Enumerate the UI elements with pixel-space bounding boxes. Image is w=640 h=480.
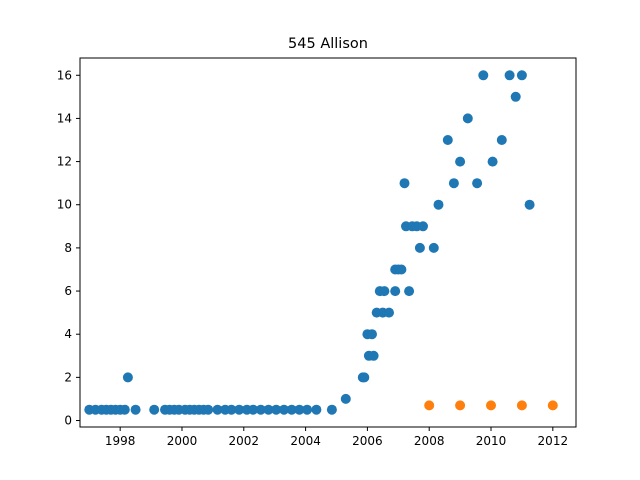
data-point xyxy=(367,329,377,340)
data-point xyxy=(340,393,351,404)
data-point xyxy=(418,221,428,232)
x-tick-label: 1998 xyxy=(105,434,136,448)
data-point xyxy=(390,286,401,297)
data-point xyxy=(263,404,274,415)
y-tick-label: 16 xyxy=(57,68,72,82)
data-point xyxy=(234,404,245,415)
x-tick-label: 2004 xyxy=(290,434,321,448)
data-point xyxy=(487,156,498,167)
y-tick-label: 2 xyxy=(64,370,72,384)
data-point xyxy=(455,400,466,411)
x-tick-label: 2000 xyxy=(167,434,198,448)
data-point xyxy=(130,404,141,415)
data-point xyxy=(404,286,415,297)
data-point xyxy=(547,400,558,411)
data-point xyxy=(255,404,266,415)
y-tick-label: 4 xyxy=(64,327,72,341)
data-point xyxy=(442,135,453,145)
data-point xyxy=(516,400,527,411)
x-tick-label: 2010 xyxy=(476,434,507,448)
data-point xyxy=(462,113,473,124)
data-point xyxy=(379,286,390,297)
data-point xyxy=(271,404,282,415)
data-point xyxy=(524,199,535,210)
data-point xyxy=(122,372,133,383)
axes: 1998 2000 2002 2004 2006 2008 2010 2012 0 2 4 6 8 10 1… xyxy=(57,57,577,448)
data-point xyxy=(368,350,379,361)
data-point xyxy=(516,70,527,81)
data-point xyxy=(504,70,515,81)
data-point xyxy=(359,372,370,383)
data-point xyxy=(248,404,259,415)
data-point xyxy=(294,404,305,415)
y-tick-label: 0 xyxy=(64,414,72,428)
y-tick-label: 14 xyxy=(57,111,72,125)
y-tick-label: 6 xyxy=(64,284,72,298)
data-point xyxy=(496,135,507,145)
x-tick-label: 2006 xyxy=(352,434,383,448)
data-point xyxy=(149,404,160,415)
plot-frame xyxy=(79,57,577,428)
data-point xyxy=(472,178,483,189)
data-point xyxy=(433,199,444,210)
y-tick-label: 10 xyxy=(57,198,72,212)
data-point xyxy=(286,404,297,415)
data-point xyxy=(311,404,322,415)
x-tick-label: 2002 xyxy=(229,434,260,448)
y-tick-label: 8 xyxy=(64,241,72,255)
data-point xyxy=(414,242,425,253)
chart-title: 545 Allison xyxy=(288,36,368,52)
data-point xyxy=(384,307,394,318)
data-point xyxy=(212,404,223,415)
data-point xyxy=(279,404,289,415)
data-point xyxy=(326,404,337,415)
data-point xyxy=(396,264,407,275)
data-point xyxy=(302,404,313,415)
data-point xyxy=(448,178,459,189)
data-point xyxy=(455,156,466,167)
x-tick-label: 2008 xyxy=(414,434,445,448)
data-point xyxy=(119,404,130,415)
data-point xyxy=(226,404,237,415)
data-point xyxy=(203,404,214,415)
data-point xyxy=(478,70,489,81)
data-points xyxy=(84,70,558,415)
data-point xyxy=(399,178,410,189)
x-tick-label: 2012 xyxy=(538,434,569,448)
data-point xyxy=(510,91,521,102)
y-tick-label: 12 xyxy=(57,155,72,169)
data-point xyxy=(428,242,439,253)
data-point xyxy=(424,400,435,411)
data-point xyxy=(486,400,496,411)
